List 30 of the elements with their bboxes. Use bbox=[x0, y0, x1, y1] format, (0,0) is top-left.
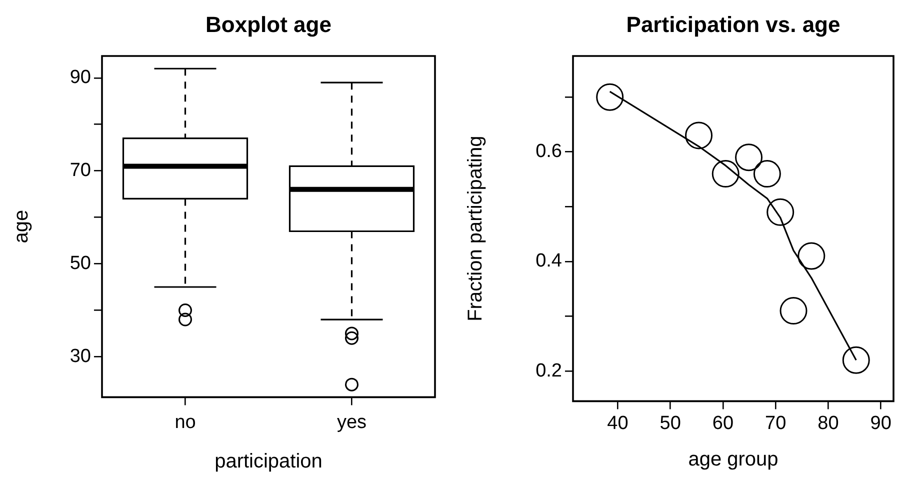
point bbox=[712, 160, 740, 188]
y-tick-label: 0.6 bbox=[536, 141, 562, 162]
x-tick-label: 50 bbox=[660, 412, 681, 434]
chart-title: Participation vs. age bbox=[626, 12, 840, 38]
point bbox=[798, 242, 826, 270]
point bbox=[780, 297, 808, 325]
x-tick-label: yes bbox=[336, 412, 367, 433]
point bbox=[685, 122, 713, 150]
chart-title: Boxplot age bbox=[206, 12, 332, 38]
x-tick-label: 90 bbox=[870, 412, 892, 434]
x-axis-title: participation bbox=[214, 450, 322, 473]
y-tick-label: 0.4 bbox=[536, 250, 562, 272]
point bbox=[766, 198, 794, 226]
x-tick-label: 60 bbox=[712, 412, 734, 434]
y-tick-label: 70 bbox=[70, 160, 91, 182]
x-tick-label: 80 bbox=[818, 412, 839, 434]
y-axis-title: age bbox=[10, 210, 33, 244]
point bbox=[753, 160, 781, 188]
y-tick-label: 0.2 bbox=[536, 360, 562, 382]
point bbox=[596, 83, 624, 111]
y-axis-title: Fraction participating bbox=[464, 136, 487, 322]
point bbox=[735, 144, 763, 172]
x-tick-label: 40 bbox=[607, 412, 628, 434]
x-tick-label: 70 bbox=[765, 412, 786, 434]
y-tick-label: 90 bbox=[70, 67, 91, 88]
x-axis-title: age group bbox=[688, 448, 778, 471]
y-tick-label: 50 bbox=[70, 253, 91, 274]
y-tick-label: 30 bbox=[70, 346, 91, 367]
x-tick-label: no bbox=[174, 412, 196, 433]
point bbox=[842, 346, 870, 374]
